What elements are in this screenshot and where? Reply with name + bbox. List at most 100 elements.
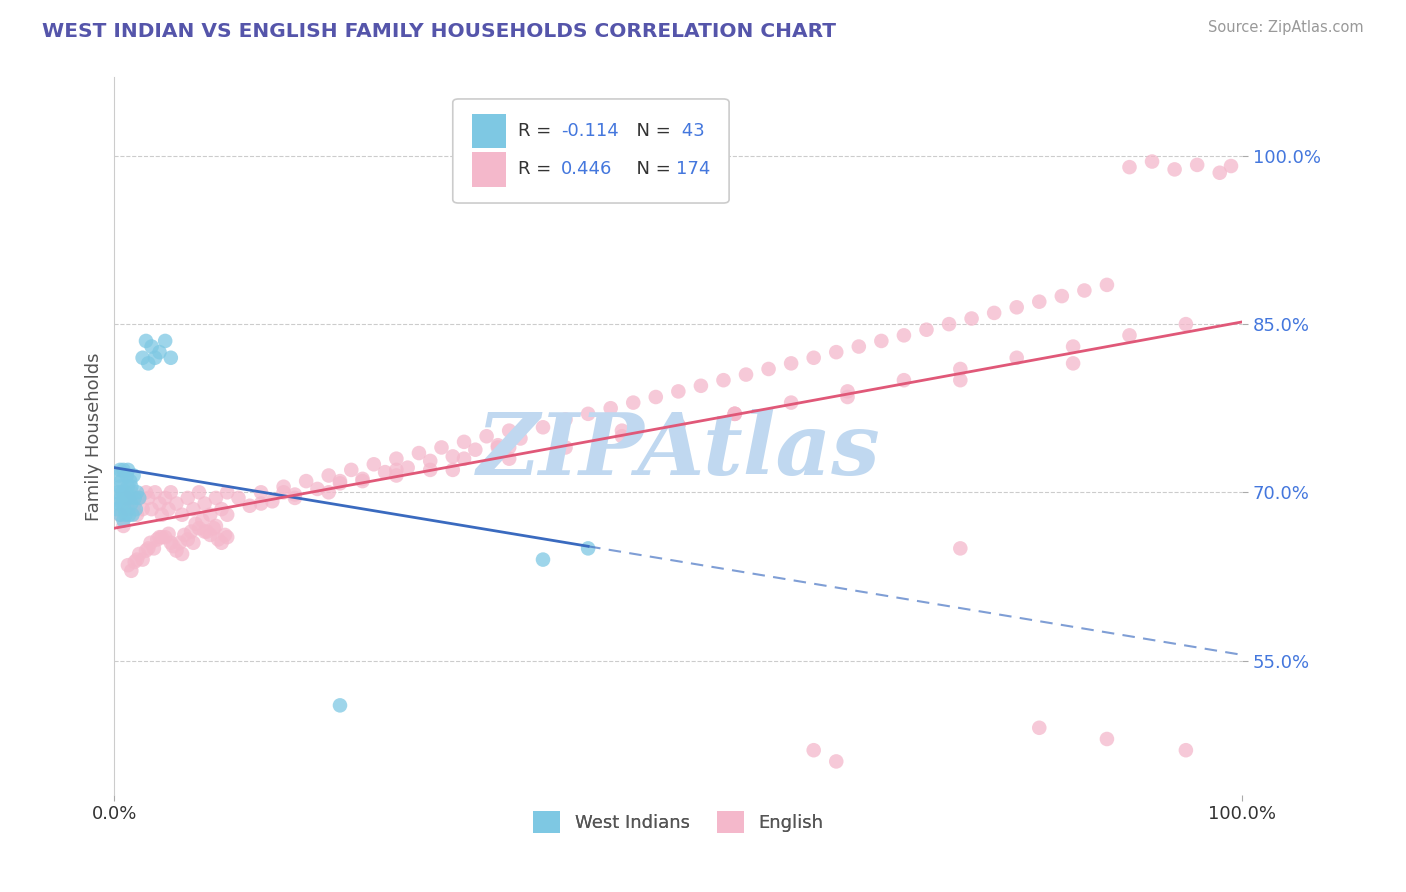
- Point: [273, 485, 295, 500]
- Point: [1118, 328, 1140, 343]
- Point: [108, 463, 131, 477]
- Point: [576, 541, 599, 556]
- Point: [385, 451, 408, 466]
- Point: [949, 541, 972, 556]
- Point: [114, 491, 136, 505]
- Y-axis label: Family Households: Family Households: [86, 352, 103, 521]
- Point: [148, 345, 170, 359]
- Point: [183, 535, 205, 549]
- Point: [114, 502, 136, 516]
- Point: [177, 533, 200, 547]
- Point: [169, 535, 191, 549]
- Point: [848, 340, 870, 354]
- Point: [938, 317, 960, 331]
- Point: [120, 474, 142, 488]
- Point: [780, 395, 803, 409]
- Point: [453, 451, 475, 466]
- Point: [112, 519, 135, 533]
- Point: [837, 390, 859, 404]
- Point: [960, 311, 983, 326]
- Point: [117, 463, 139, 477]
- Point: [148, 530, 170, 544]
- Point: [610, 424, 633, 438]
- Text: WEST INDIAN VS ENGLISH FAMILY HOUSEHOLDS CORRELATION CHART: WEST INDIAN VS ENGLISH FAMILY HOUSEHOLDS…: [42, 22, 837, 41]
- Point: [318, 468, 340, 483]
- Point: [554, 412, 576, 426]
- Point: [188, 521, 211, 535]
- Point: [108, 468, 131, 483]
- Point: [124, 491, 146, 505]
- Point: [724, 407, 747, 421]
- Legend: West Indians, English: West Indians, English: [526, 804, 831, 840]
- Point: [870, 334, 893, 348]
- Point: [114, 508, 136, 522]
- Point: [531, 552, 554, 566]
- Point: [735, 368, 758, 382]
- Point: [217, 530, 239, 544]
- Point: [200, 508, 222, 522]
- Point: [441, 463, 464, 477]
- Point: [273, 480, 295, 494]
- Point: [120, 564, 142, 578]
- Point: [318, 485, 340, 500]
- Text: 0.446: 0.446: [561, 161, 613, 178]
- Point: [486, 438, 509, 452]
- Point: [115, 491, 138, 505]
- Point: [143, 351, 166, 365]
- Point: [124, 555, 146, 569]
- Point: [363, 457, 385, 471]
- Point: [153, 491, 176, 505]
- Point: [983, 306, 1005, 320]
- Point: [157, 502, 180, 516]
- Point: [165, 543, 187, 558]
- Point: [915, 323, 938, 337]
- Point: [159, 535, 181, 549]
- Point: [135, 543, 157, 558]
- Point: [1174, 317, 1197, 331]
- Point: [173, 528, 195, 542]
- Point: [509, 432, 531, 446]
- Text: R =: R =: [519, 122, 557, 140]
- Point: [150, 508, 173, 522]
- Point: [1185, 158, 1208, 172]
- Point: [157, 526, 180, 541]
- Point: [200, 528, 222, 542]
- Point: [554, 441, 576, 455]
- Point: [385, 468, 408, 483]
- Point: [141, 340, 163, 354]
- Point: [194, 524, 217, 539]
- Point: [780, 356, 803, 370]
- Point: [1095, 277, 1118, 292]
- Point: [1095, 731, 1118, 746]
- Point: [114, 485, 136, 500]
- Point: [165, 496, 187, 510]
- Point: [141, 502, 163, 516]
- Point: [329, 698, 352, 713]
- Point: [284, 487, 307, 501]
- Text: R =: R =: [519, 161, 557, 178]
- Point: [153, 334, 176, 348]
- Point: [893, 328, 915, 343]
- Point: [195, 524, 218, 539]
- Point: [475, 429, 498, 443]
- Point: [131, 351, 153, 365]
- Point: [610, 429, 633, 443]
- Point: [108, 508, 131, 522]
- Point: [120, 480, 142, 494]
- Point: [250, 496, 273, 510]
- Point: [128, 491, 150, 505]
- Point: [1209, 166, 1232, 180]
- Point: [498, 451, 520, 466]
- FancyBboxPatch shape: [453, 99, 730, 203]
- Point: [284, 491, 307, 505]
- Point: [1118, 160, 1140, 174]
- Point: [329, 476, 352, 491]
- Point: [202, 521, 225, 535]
- Point: [211, 535, 233, 549]
- Point: [136, 356, 159, 370]
- Point: [217, 508, 239, 522]
- Point: [117, 558, 139, 573]
- Point: [114, 491, 136, 505]
- Text: 43: 43: [676, 122, 704, 140]
- Point: [498, 441, 520, 455]
